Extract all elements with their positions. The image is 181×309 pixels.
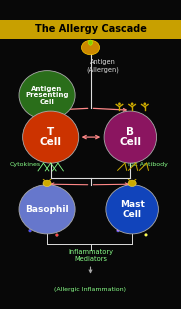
Ellipse shape	[43, 180, 51, 187]
Ellipse shape	[147, 200, 150, 203]
Ellipse shape	[117, 228, 120, 231]
Ellipse shape	[143, 223, 146, 226]
Ellipse shape	[113, 222, 116, 224]
Text: IgE Antibody: IgE Antibody	[129, 162, 168, 167]
Ellipse shape	[29, 229, 31, 232]
Ellipse shape	[32, 225, 35, 228]
Ellipse shape	[46, 192, 49, 195]
Ellipse shape	[26, 209, 29, 211]
Ellipse shape	[117, 216, 120, 218]
Text: The Allergy Cascade: The Allergy Cascade	[35, 24, 146, 34]
Text: Antigen
Presenting
Cell: Antigen Presenting Cell	[25, 86, 69, 105]
FancyBboxPatch shape	[0, 20, 181, 39]
Text: Basophil: Basophil	[25, 205, 69, 214]
Ellipse shape	[107, 210, 110, 213]
Ellipse shape	[117, 229, 119, 232]
Ellipse shape	[128, 180, 136, 187]
Text: Antigen
(Allergen): Antigen (Allergen)	[87, 59, 120, 73]
Ellipse shape	[23, 111, 79, 163]
Ellipse shape	[116, 201, 119, 204]
Text: Cytokines: Cytokines	[10, 162, 41, 167]
Text: Mast
Cell: Mast Cell	[120, 200, 145, 219]
Text: Inflammatory
Mediators: Inflammatory Mediators	[68, 249, 113, 262]
Ellipse shape	[123, 223, 126, 226]
Ellipse shape	[118, 102, 121, 105]
Ellipse shape	[19, 185, 75, 234]
Ellipse shape	[81, 40, 100, 55]
Ellipse shape	[119, 198, 122, 201]
Ellipse shape	[54, 219, 57, 222]
Ellipse shape	[58, 203, 61, 206]
Ellipse shape	[68, 209, 71, 212]
Text: B
Cell: B Cell	[119, 127, 141, 147]
Ellipse shape	[22, 201, 25, 204]
Ellipse shape	[55, 234, 58, 236]
Ellipse shape	[61, 209, 64, 212]
Ellipse shape	[124, 192, 127, 194]
Ellipse shape	[89, 40, 92, 45]
Text: (Allergic Inflammation): (Allergic Inflammation)	[54, 287, 127, 292]
Ellipse shape	[112, 214, 115, 217]
Ellipse shape	[131, 102, 133, 105]
Ellipse shape	[104, 111, 157, 163]
Ellipse shape	[106, 185, 158, 234]
Ellipse shape	[145, 233, 148, 236]
Ellipse shape	[69, 207, 72, 210]
Ellipse shape	[144, 102, 146, 105]
Text: T
Cell: T Cell	[40, 127, 62, 147]
Ellipse shape	[117, 214, 119, 217]
Ellipse shape	[19, 71, 75, 120]
